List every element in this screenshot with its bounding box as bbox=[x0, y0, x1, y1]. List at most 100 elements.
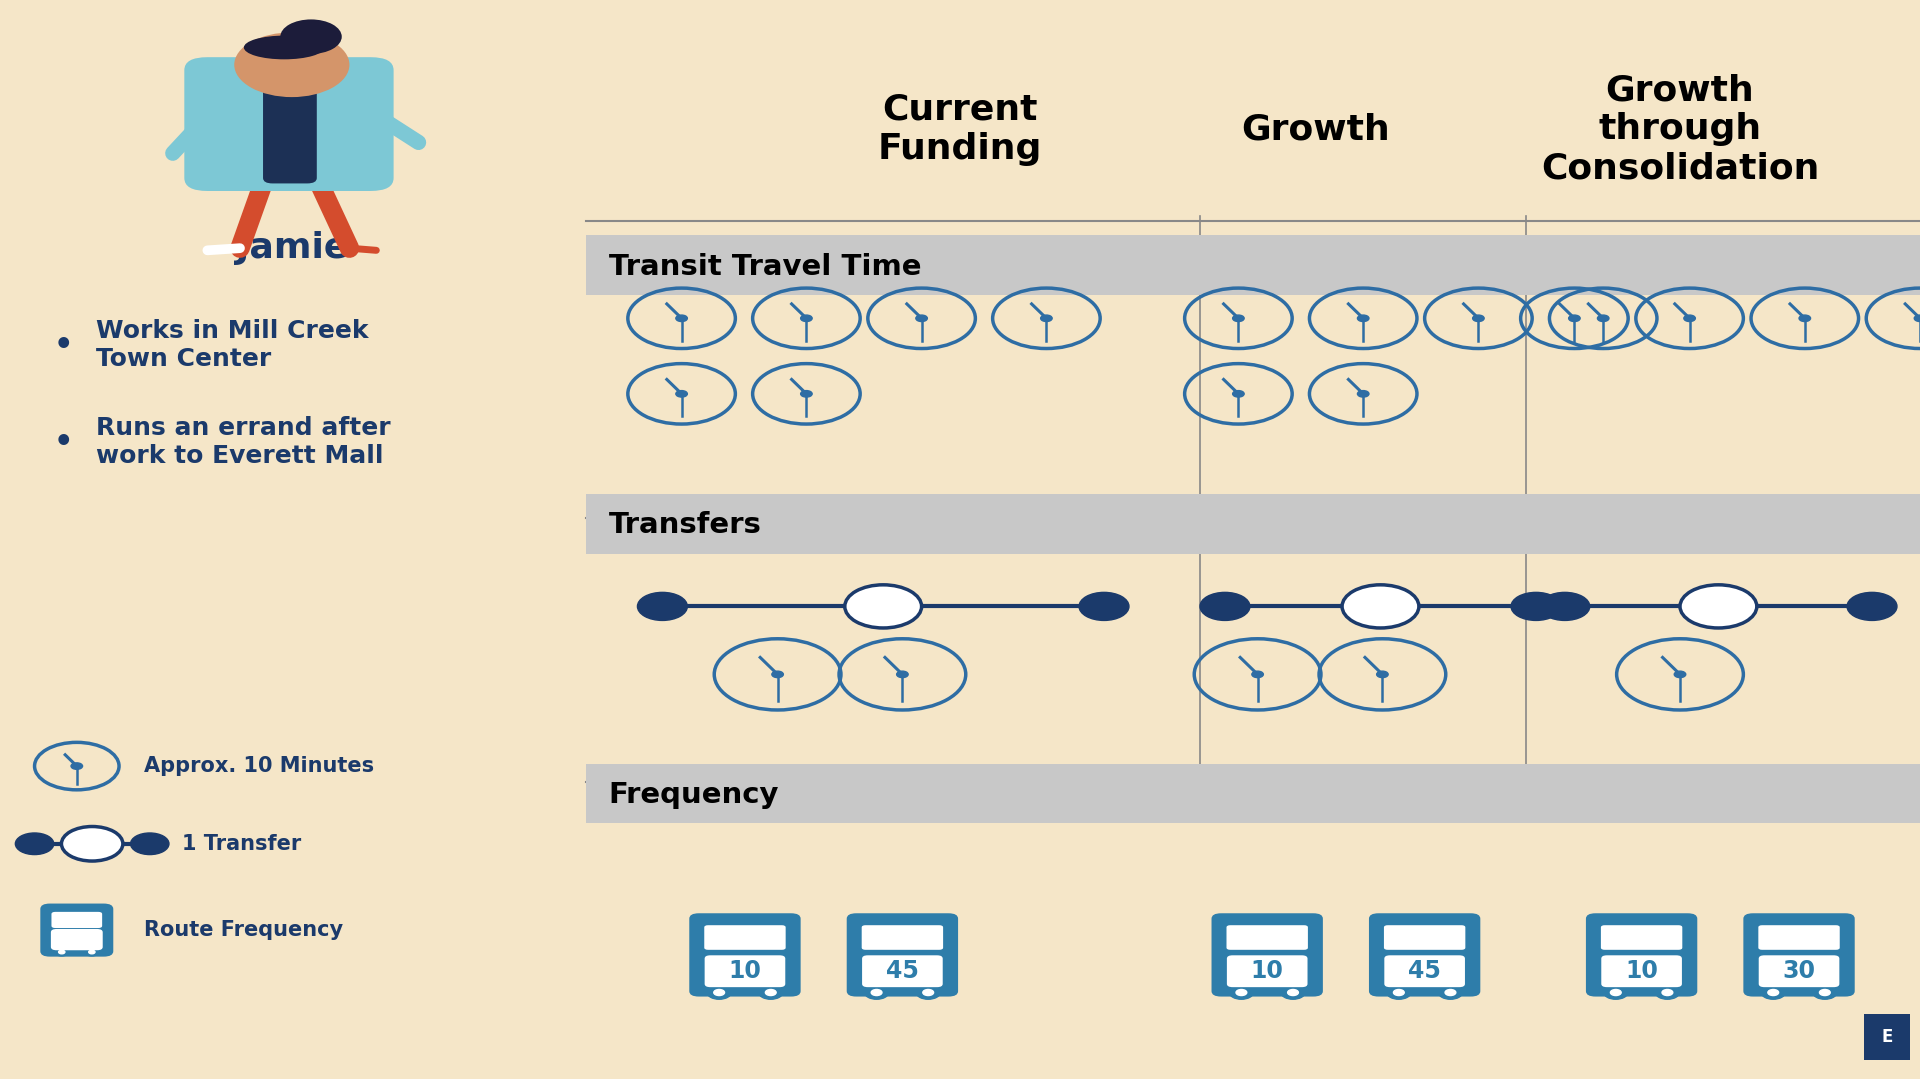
Circle shape bbox=[1569, 315, 1580, 322]
Text: E: E bbox=[1882, 1028, 1893, 1046]
Circle shape bbox=[1684, 315, 1695, 322]
Ellipse shape bbox=[244, 36, 324, 59]
Text: 45: 45 bbox=[1407, 959, 1442, 983]
Circle shape bbox=[1597, 315, 1609, 322]
Text: 1 Transfer: 1 Transfer bbox=[182, 834, 301, 853]
Text: Transfers: Transfers bbox=[609, 511, 762, 540]
Text: Transit Travel Time: Transit Travel Time bbox=[609, 252, 922, 281]
Circle shape bbox=[61, 827, 123, 861]
FancyBboxPatch shape bbox=[1369, 913, 1480, 997]
FancyBboxPatch shape bbox=[705, 925, 785, 950]
Circle shape bbox=[1252, 671, 1263, 678]
Text: Growth
through
Consolidation: Growth through Consolidation bbox=[1542, 73, 1818, 186]
Text: Current
Funding: Current Funding bbox=[877, 93, 1043, 166]
Circle shape bbox=[1233, 391, 1244, 397]
FancyBboxPatch shape bbox=[1384, 925, 1465, 950]
Text: Jamie: Jamie bbox=[236, 231, 348, 265]
Text: 10: 10 bbox=[1250, 959, 1284, 983]
Circle shape bbox=[1386, 986, 1411, 999]
Circle shape bbox=[88, 951, 94, 954]
FancyBboxPatch shape bbox=[586, 764, 1920, 823]
Circle shape bbox=[676, 315, 687, 322]
Circle shape bbox=[1357, 391, 1369, 397]
Circle shape bbox=[897, 671, 908, 678]
FancyBboxPatch shape bbox=[1384, 955, 1465, 987]
FancyBboxPatch shape bbox=[1759, 955, 1839, 987]
Circle shape bbox=[707, 986, 732, 999]
FancyBboxPatch shape bbox=[1864, 1014, 1910, 1060]
FancyBboxPatch shape bbox=[847, 913, 958, 997]
Circle shape bbox=[714, 989, 724, 996]
FancyBboxPatch shape bbox=[862, 955, 943, 987]
FancyBboxPatch shape bbox=[586, 494, 1920, 554]
Circle shape bbox=[1377, 671, 1388, 678]
FancyBboxPatch shape bbox=[40, 903, 113, 957]
Circle shape bbox=[1768, 989, 1778, 996]
Circle shape bbox=[56, 948, 69, 956]
Text: Frequency: Frequency bbox=[609, 781, 780, 809]
FancyBboxPatch shape bbox=[705, 955, 785, 987]
FancyBboxPatch shape bbox=[1227, 955, 1308, 987]
FancyBboxPatch shape bbox=[862, 925, 943, 950]
Circle shape bbox=[1281, 986, 1306, 999]
Circle shape bbox=[772, 671, 783, 678]
Circle shape bbox=[1288, 989, 1298, 996]
Circle shape bbox=[1540, 592, 1590, 620]
Circle shape bbox=[280, 19, 342, 54]
Circle shape bbox=[1236, 989, 1246, 996]
Circle shape bbox=[916, 315, 927, 322]
Circle shape bbox=[1820, 989, 1830, 996]
Circle shape bbox=[131, 833, 169, 855]
FancyBboxPatch shape bbox=[184, 57, 394, 191]
Circle shape bbox=[1914, 315, 1920, 322]
Text: Works in Mill Creek
Town Center: Works in Mill Creek Town Center bbox=[96, 319, 369, 371]
Text: 10: 10 bbox=[728, 959, 762, 983]
Circle shape bbox=[637, 592, 687, 620]
Circle shape bbox=[1438, 986, 1463, 999]
Circle shape bbox=[1680, 585, 1757, 628]
Circle shape bbox=[766, 989, 776, 996]
Circle shape bbox=[1799, 315, 1811, 322]
Circle shape bbox=[845, 585, 922, 628]
Circle shape bbox=[801, 315, 812, 322]
Circle shape bbox=[1663, 989, 1672, 996]
FancyBboxPatch shape bbox=[586, 235, 1920, 295]
FancyBboxPatch shape bbox=[1601, 925, 1682, 950]
Circle shape bbox=[1655, 986, 1680, 999]
Circle shape bbox=[60, 951, 65, 954]
Circle shape bbox=[84, 948, 98, 956]
Circle shape bbox=[1761, 986, 1786, 999]
Text: 10: 10 bbox=[1624, 959, 1659, 983]
Circle shape bbox=[1674, 671, 1686, 678]
FancyBboxPatch shape bbox=[689, 913, 801, 997]
Circle shape bbox=[1473, 315, 1484, 322]
Circle shape bbox=[1847, 592, 1897, 620]
Circle shape bbox=[1603, 986, 1628, 999]
Text: Approx. 10 Minutes: Approx. 10 Minutes bbox=[144, 756, 374, 776]
Circle shape bbox=[234, 32, 349, 97]
Text: •: • bbox=[54, 428, 73, 456]
FancyBboxPatch shape bbox=[1759, 925, 1839, 950]
Circle shape bbox=[1079, 592, 1129, 620]
Circle shape bbox=[676, 391, 687, 397]
Text: 45: 45 bbox=[885, 959, 920, 983]
Text: Runs an errand after
work to Everett Mall: Runs an errand after work to Everett Mal… bbox=[96, 416, 390, 468]
Circle shape bbox=[1229, 986, 1254, 999]
Circle shape bbox=[1446, 989, 1455, 996]
Circle shape bbox=[864, 986, 889, 999]
Circle shape bbox=[71, 763, 83, 769]
FancyBboxPatch shape bbox=[52, 912, 102, 928]
Circle shape bbox=[924, 989, 933, 996]
FancyBboxPatch shape bbox=[1212, 913, 1323, 997]
FancyBboxPatch shape bbox=[50, 929, 104, 951]
Circle shape bbox=[1041, 315, 1052, 322]
FancyBboxPatch shape bbox=[1227, 925, 1308, 950]
FancyBboxPatch shape bbox=[1601, 955, 1682, 987]
Circle shape bbox=[15, 833, 54, 855]
Circle shape bbox=[1200, 592, 1250, 620]
Circle shape bbox=[916, 986, 941, 999]
Circle shape bbox=[758, 986, 783, 999]
Circle shape bbox=[1611, 989, 1620, 996]
FancyBboxPatch shape bbox=[1743, 913, 1855, 997]
Text: 30: 30 bbox=[1782, 959, 1816, 983]
